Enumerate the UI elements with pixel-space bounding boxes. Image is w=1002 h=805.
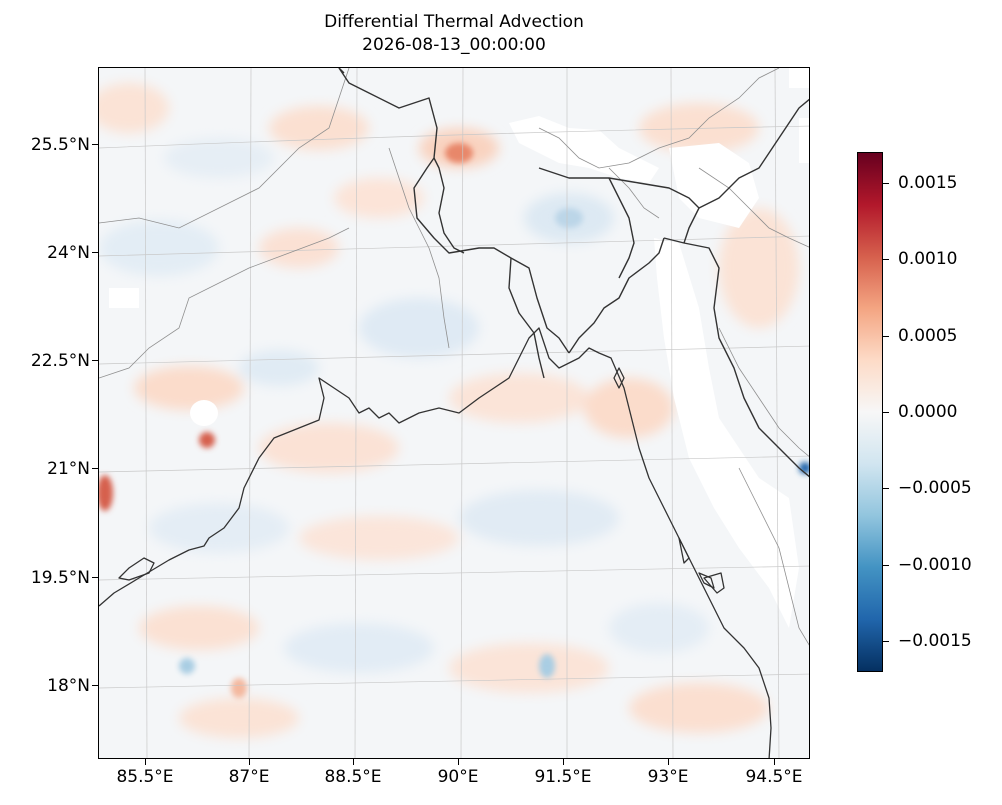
x-tick-label: 88.5°E [324, 767, 382, 787]
colorbar [857, 152, 883, 672]
missing-data-regions [109, 68, 809, 628]
y-tick-mark [92, 360, 98, 361]
y-tick-label: 24°N [47, 243, 90, 263]
colorbar-tick-label: −0.0005 [898, 478, 972, 499]
map-title: Differential Thermal Advection [324, 12, 584, 32]
y-tick-mark [92, 468, 98, 469]
state-borders [99, 68, 809, 646]
colorbar-tick-label: 0.0015 [898, 172, 958, 193]
colorbar-tick-mark [883, 641, 889, 643]
colorbar-tick-mark [883, 412, 889, 413]
colorbar-tick-label: 0.0000 [898, 402, 958, 422]
colorbar-tick-mark [883, 335, 889, 337]
y-tick-label: 22.5°N [30, 351, 90, 371]
x-tick-mark [774, 759, 775, 765]
advection-hotspots [99, 143, 809, 698]
x-tick-mark [668, 759, 669, 765]
x-tick-label: 94.5°E [745, 767, 803, 787]
y-tick-label: 21°N [47, 459, 90, 479]
colorbar-tick-mark [883, 259, 889, 261]
colorbar-tick-mark [883, 182, 889, 184]
map-panel [98, 67, 810, 759]
colorbar-tick-mark [883, 488, 889, 490]
coastline [99, 327, 772, 758]
x-tick-mark [353, 759, 354, 765]
y-tick-label: 25.5°N [30, 135, 90, 155]
map-timestamp: 2026-08-13_00:00:00 [362, 35, 546, 55]
map-canvas [99, 68, 809, 758]
colorbar-tick-mark [883, 564, 889, 566]
y-tick-label: 18°N [47, 676, 90, 696]
national-borders [338, 68, 809, 478]
y-tick-mark [92, 252, 98, 253]
x-tick-label: 93°E [647, 767, 689, 787]
y-tick-mark [92, 577, 98, 578]
y-tick-label: 19.5°N [30, 568, 90, 588]
x-tick-label: 90°E [437, 767, 479, 787]
colorbar-tick-label: 0.0010 [898, 249, 958, 270]
x-tick-mark [563, 759, 564, 765]
x-tick-mark [145, 759, 146, 765]
colorbar-tick-label: −0.0010 [898, 554, 972, 575]
advection-field [99, 83, 799, 738]
y-tick-mark [92, 144, 98, 145]
x-tick-mark [458, 759, 459, 765]
x-tick-label: 87°E [228, 767, 270, 787]
x-tick-mark [249, 759, 250, 765]
colorbar-tick-label: −0.0015 [898, 631, 972, 652]
colorbar-tick-label: 0.0005 [898, 325, 958, 346]
x-tick-label: 91.5°E [534, 767, 592, 787]
y-tick-mark [92, 685, 98, 686]
x-tick-label: 85.5°E [116, 767, 174, 787]
